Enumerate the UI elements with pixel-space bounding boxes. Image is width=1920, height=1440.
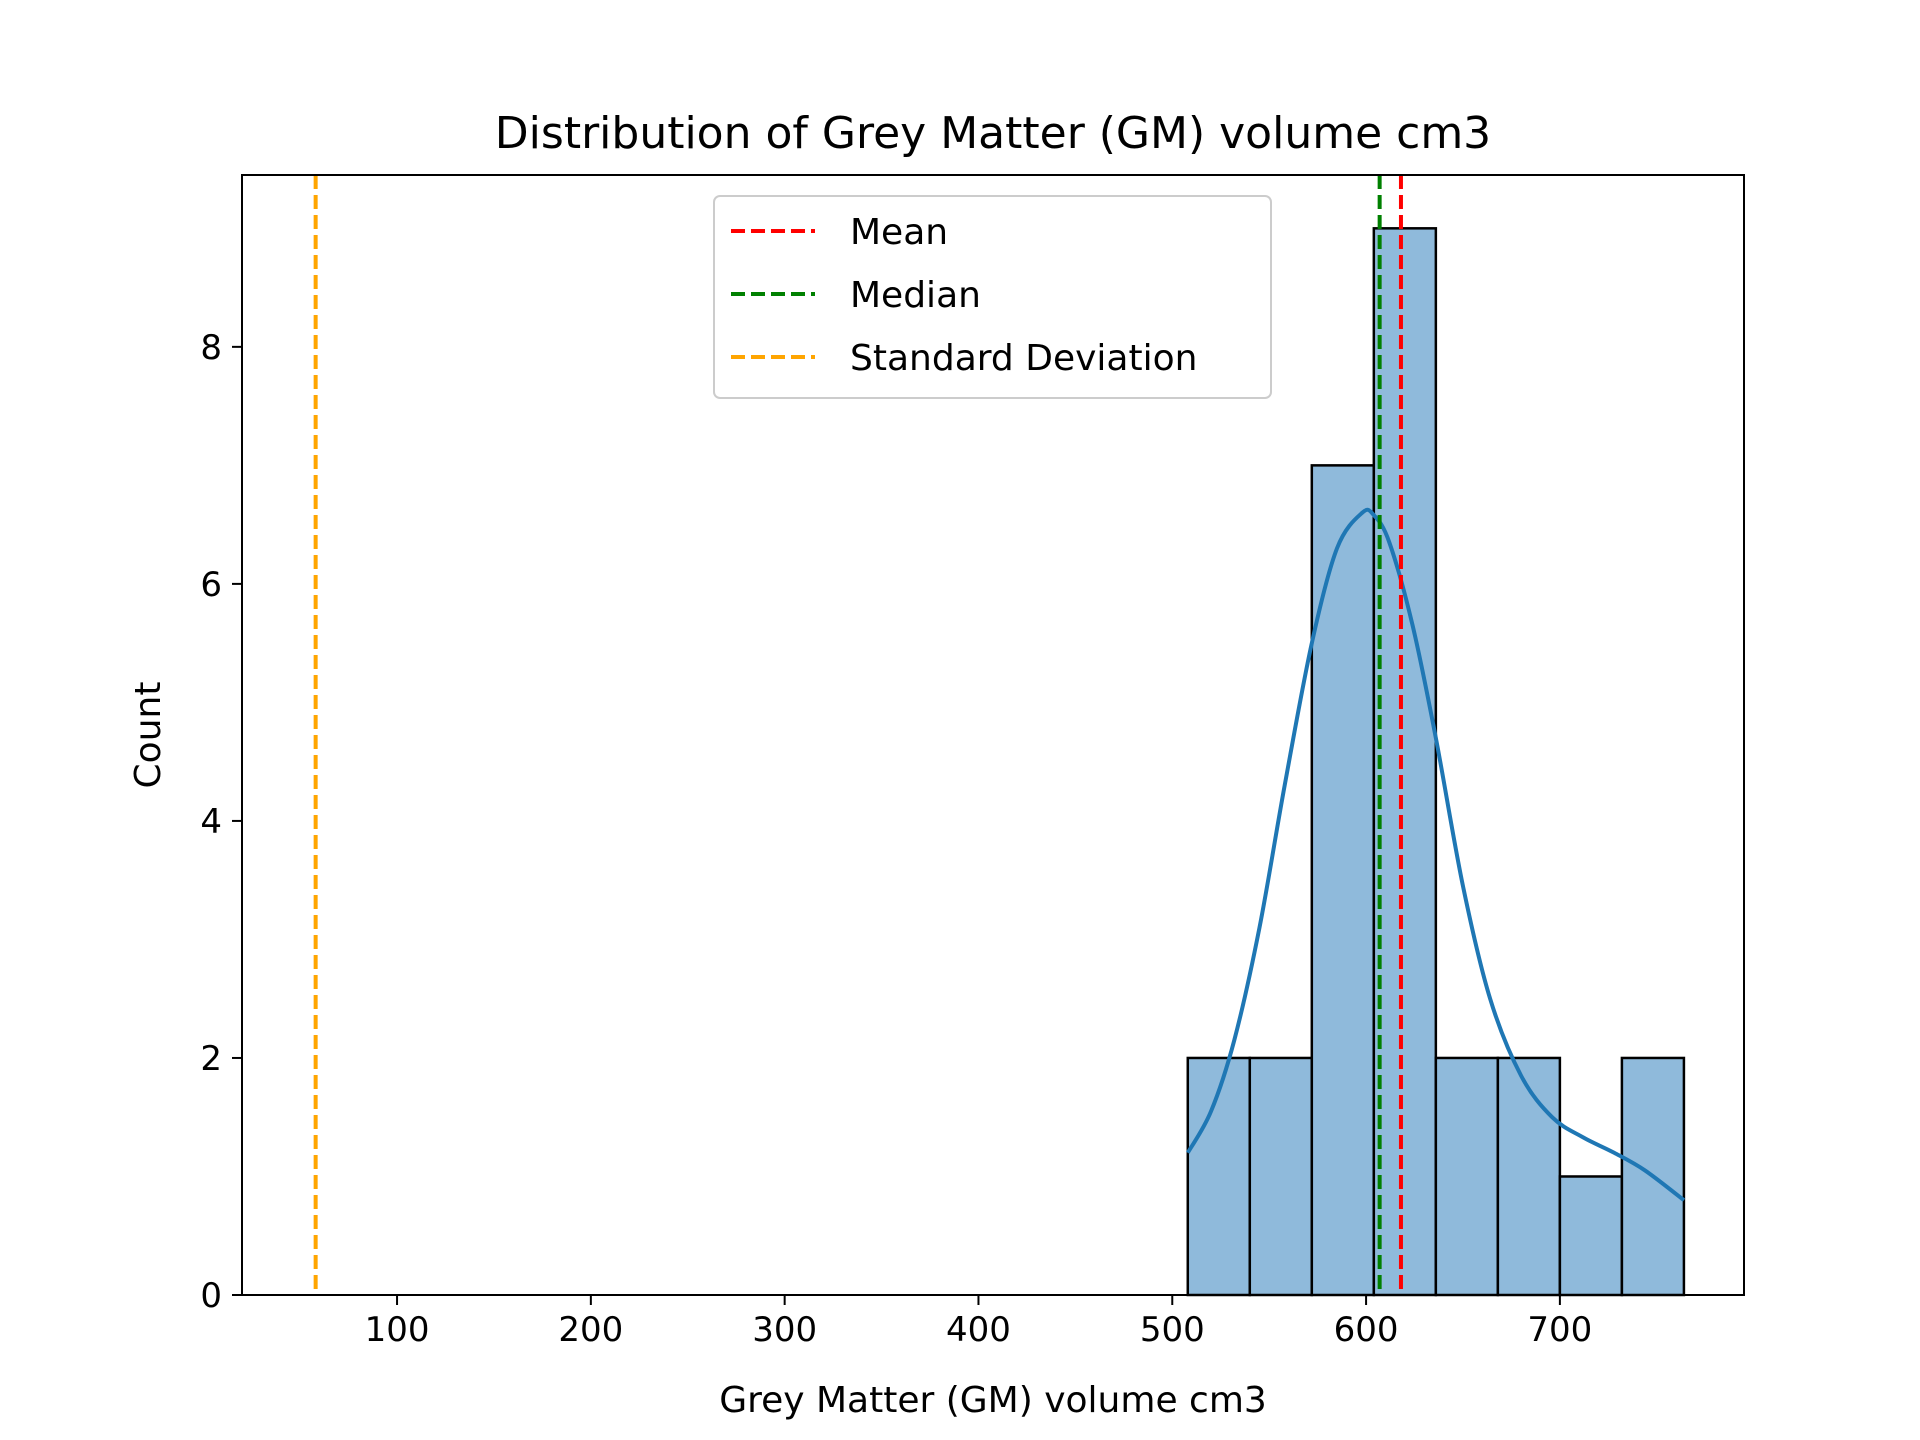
histogram-bar-7: [1558, 1175, 1624, 1297]
histogram-bar-2: [1248, 1056, 1314, 1297]
legend-label-median: Median: [850, 275, 981, 316]
x-tick-label: 100: [365, 1310, 430, 1350]
y-tick-label: 4: [200, 802, 222, 842]
kde-layer: [1186, 507, 1686, 1202]
y-axis-ticks: 0 2 4 6 8: [200, 328, 242, 1316]
y-tick-label: 6: [200, 565, 222, 605]
histogram-bar-3: [1310, 464, 1376, 1297]
bars-layer: [1186, 227, 1686, 1297]
histogram-bar-1: [1186, 1056, 1252, 1297]
y-tick-label: 0: [200, 1276, 222, 1316]
legend-box: [713, 195, 1272, 399]
y-axis-title: Count: [128, 682, 169, 789]
x-tick-label: 300: [752, 1310, 817, 1350]
x-tick-label: 200: [558, 1310, 623, 1350]
histogram-bar-6: [1496, 1056, 1562, 1297]
kde-curve: [1186, 507, 1686, 1202]
x-tick-label: 400: [946, 1310, 1011, 1350]
reference-lines-layer: [313, 175, 1403, 1295]
plot-area-frame: [241, 174, 1745, 1296]
y-tick-label: 2: [200, 1039, 222, 1079]
histogram-bar-5: [1434, 1056, 1500, 1297]
x-tick-label: 600: [1334, 1310, 1399, 1350]
x-tick-label: 500: [1140, 1310, 1205, 1350]
histogram-bar-4: [1372, 227, 1438, 1297]
x-tick-label: 700: [1527, 1310, 1592, 1350]
chart-title: Distribution of Grey Matter (GM) volume …: [495, 108, 1491, 159]
legend: Mean Median Standard Deviation: [713, 195, 1272, 399]
y-tick-label: 8: [200, 328, 222, 368]
legend-label-standard-deviation: Standard Deviation: [850, 338, 1197, 379]
x-axis-ticks: 100 200 300 400 500 600 700: [365, 1295, 1592, 1350]
legend-label-mean: Mean: [850, 212, 948, 253]
x-axis-title: Grey Matter (GM) volume cm3: [719, 1380, 1267, 1421]
